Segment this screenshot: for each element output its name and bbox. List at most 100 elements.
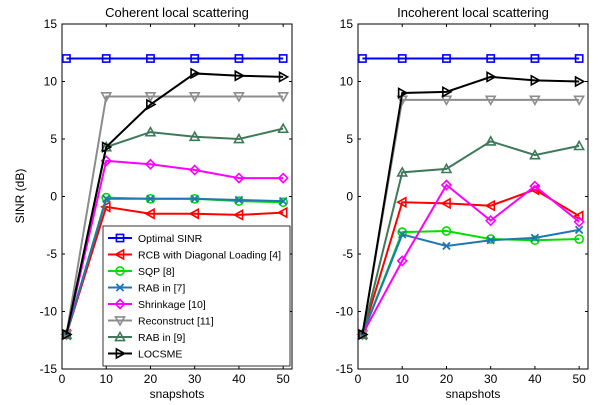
y-tick-label: 10 [340, 75, 354, 89]
y-tick-label: -10 [40, 305, 58, 319]
data-point [278, 54, 288, 63]
series-group [60, 54, 290, 341]
series-shrinkage-10 [60, 155, 289, 341]
data-point [234, 54, 244, 63]
x-tick-label: 10 [100, 372, 114, 386]
data-point [573, 139, 586, 151]
legend-label: RCB with Diagonal Loading [4] [138, 250, 281, 262]
legend-marker [115, 283, 125, 292]
legend-label: RAB in [9] [138, 332, 185, 344]
data-point [278, 196, 288, 206]
data-point [484, 199, 496, 212]
legend-marker [114, 316, 126, 327]
data-point [396, 255, 408, 267]
y-tick-label: -5 [46, 247, 57, 261]
data-point [188, 207, 200, 220]
data-point [397, 230, 407, 239]
legend-entry-rab-in-9: RAB in [9] [108, 330, 185, 344]
y-tick-label: -15 [40, 362, 58, 376]
data-point [233, 132, 245, 144]
data-point [574, 225, 584, 235]
data-point [442, 85, 453, 98]
data-point [529, 180, 541, 192]
y-tick-label: 0 [346, 190, 353, 204]
series-line [361, 75, 580, 335]
data-point [440, 162, 453, 174]
series-line [65, 205, 284, 335]
legend-entry-locsme: LOCSME [108, 347, 182, 361]
series-line [65, 95, 284, 335]
legend-marker [114, 330, 126, 342]
data-point [277, 92, 290, 103]
data-point [278, 71, 290, 83]
series-locsme [62, 67, 290, 341]
series-line [361, 228, 580, 335]
data-point [190, 67, 201, 80]
legend-label: Shrinkage [10] [138, 299, 206, 311]
y-tick-label: -5 [342, 247, 353, 261]
y-tick-label: 5 [50, 132, 57, 146]
data-point [358, 54, 367, 63]
x-tick-label: 50 [276, 372, 290, 386]
legend-entry-reconstruct-11: Reconstruct [11] [108, 316, 214, 328]
data-point [100, 200, 111, 213]
data-point [277, 206, 288, 219]
data-point [62, 328, 73, 341]
data-point [530, 233, 540, 243]
data-point [146, 194, 155, 204]
data-point [144, 125, 157, 137]
data-point [441, 226, 452, 236]
chart-title: Coherent local scattering [105, 5, 249, 20]
legend-entry-sqp-8: SQP [8] [108, 266, 175, 278]
data-point [485, 215, 497, 227]
legend-label: LOCSME [138, 349, 182, 361]
legend-label: RAB in [7] [138, 283, 185, 295]
y-tick-label: -10 [336, 305, 354, 319]
data-point [277, 172, 289, 184]
legend-marker [115, 233, 125, 243]
data-point [144, 92, 157, 103]
chart-title: Incoherent local scattering [397, 5, 549, 20]
data-point [574, 75, 586, 88]
data-point [190, 194, 199, 204]
data-point [101, 54, 111, 63]
data-point [529, 95, 541, 107]
data-point [396, 196, 407, 209]
data-point [234, 69, 246, 82]
series-line [65, 197, 284, 335]
data-point [62, 54, 71, 63]
legend: Optimal SINR RCB with Diagonal Loading [4… [102, 225, 291, 367]
data-point [232, 209, 244, 221]
data-point [574, 234, 585, 244]
data-point [190, 54, 200, 63]
series-line [361, 140, 580, 335]
series-optimal-sinr [62, 54, 288, 63]
legend-entry-rcb-with-diagonal-loading-4: RCB with Diagonal Loading [4] [108, 248, 281, 262]
data-point [278, 197, 289, 208]
x-axis-label: snapshots [150, 387, 205, 401]
data-point [101, 141, 113, 153]
data-point [277, 122, 290, 134]
y-tick-label: -15 [336, 362, 354, 376]
legend-box [102, 225, 291, 367]
data-point [234, 196, 244, 206]
data-point [530, 74, 542, 87]
legend-marker [113, 248, 125, 261]
x-tick-label: 40 [528, 372, 542, 386]
data-point [144, 207, 155, 220]
x-tick-label: 10 [396, 372, 410, 386]
data-point [529, 148, 541, 160]
series-rab-in-7 [62, 194, 288, 339]
data-point [486, 71, 497, 83]
legend-marker [115, 266, 125, 276]
data-point [530, 54, 540, 63]
data-point [188, 92, 201, 103]
data-point [188, 130, 201, 142]
y-tick-label: 10 [44, 75, 58, 89]
series-group [356, 54, 586, 341]
data-point [234, 195, 244, 205]
y-tick-label: 5 [346, 132, 353, 146]
legend-entry-optimal-sinr: Optimal SINR [108, 233, 203, 245]
data-point [573, 95, 586, 107]
legend-entry-rab-in-7: RAB in [7] [108, 283, 185, 295]
